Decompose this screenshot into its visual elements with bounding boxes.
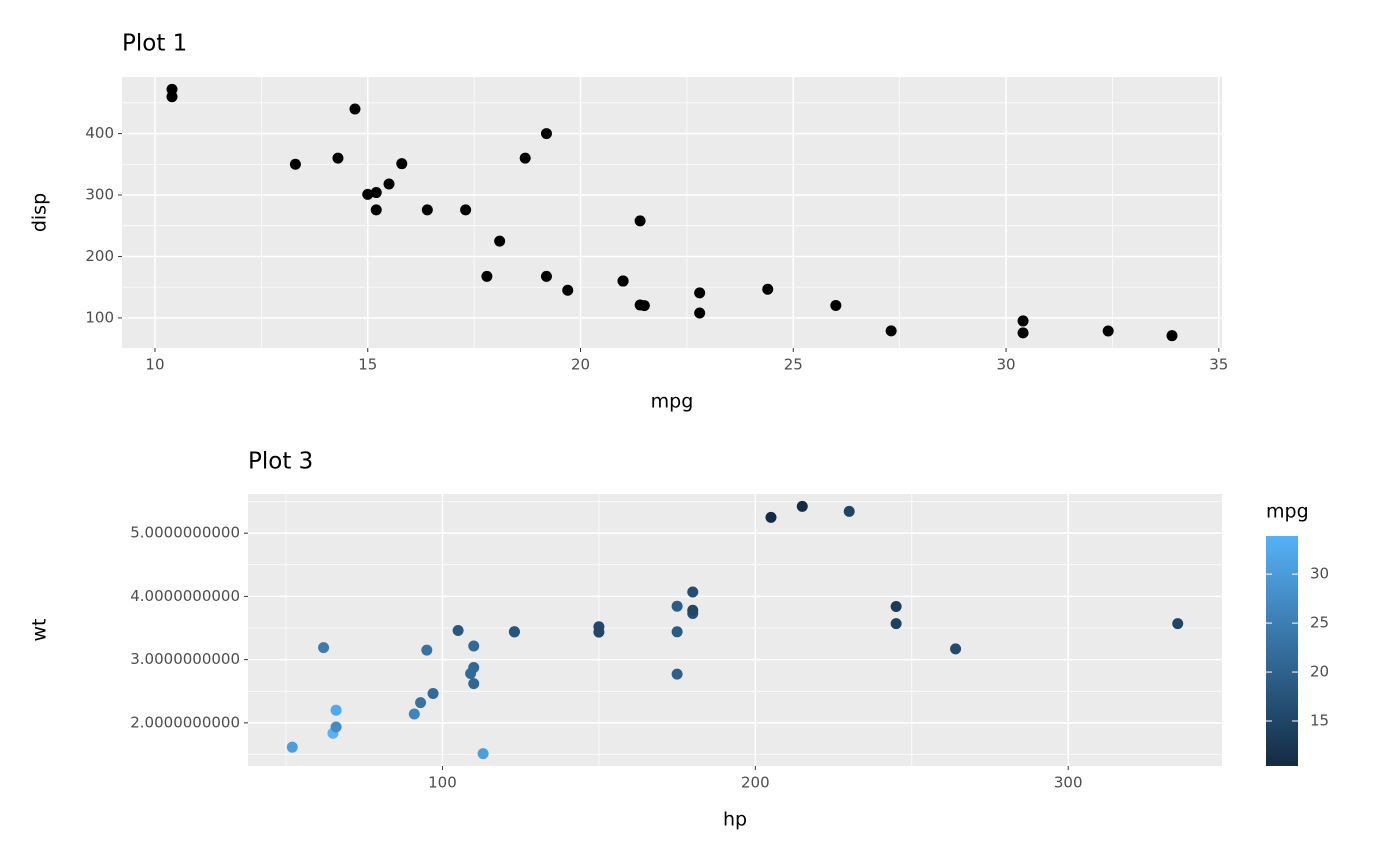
point [508,626,520,638]
panel-background [248,494,1222,766]
point [1017,315,1029,327]
y-tick-label: 4.0000000000 [130,587,240,605]
point [843,505,855,517]
x-tick-label: 200 [741,774,770,792]
y-tick-label: 200 [85,247,114,265]
point [349,103,361,115]
point [370,204,382,216]
point [950,643,962,655]
point [762,283,774,295]
point [362,188,374,200]
colorbar-tick-label: 20 [1310,663,1329,681]
point [286,741,298,753]
y-tick-label: 400 [85,124,114,142]
point [617,275,629,287]
x-tick-label: 35 [1209,356,1228,374]
point [540,128,552,140]
point [465,668,477,680]
point [687,586,699,598]
x-tick-label: 30 [996,356,1015,374]
point [477,748,489,760]
point [634,215,646,227]
point [408,708,420,720]
point [318,642,330,654]
y-tick-label: 3.0000000000 [130,650,240,668]
point [671,626,683,638]
point [540,270,552,282]
point [468,678,480,690]
x-axis-title: hp [723,809,747,831]
y-tick-label: 300 [85,186,114,204]
point [332,152,344,164]
y-axis-title: wt [29,619,51,642]
point [330,721,342,733]
point [421,644,433,656]
point [694,287,706,299]
y-tick-label: 5.0000000000 [130,524,240,542]
x-tick-label: 300 [1054,774,1083,792]
colorbar-tick-label: 25 [1310,614,1329,632]
point [765,511,777,523]
point [1166,330,1178,342]
point [370,187,382,199]
point [687,604,699,616]
point [452,625,464,637]
point [166,91,178,103]
colorbar-tick-label: 30 [1310,565,1329,583]
point [796,500,808,512]
point [330,704,342,716]
y-tick-label: 100 [85,308,114,326]
y-axis-title: disp [29,193,51,232]
point [1172,618,1184,630]
point [671,668,683,680]
point [885,325,897,337]
point [289,158,301,170]
plot-title: Plot 1 [122,31,187,57]
y-tick-label: 2.0000000000 [130,713,240,731]
point [396,158,408,170]
point [427,687,439,699]
point [519,152,531,164]
point [890,618,902,630]
point [694,307,706,319]
x-tick-label: 25 [784,356,803,374]
point [468,640,480,652]
colorbar-tick-label: 15 [1310,711,1329,729]
x-tick-label: 20 [571,356,590,374]
point [415,697,427,709]
point [494,235,506,247]
point [383,178,395,190]
x-tick-label: 15 [358,356,377,374]
point [481,270,493,282]
point [671,600,683,612]
point [890,601,902,613]
legend-title: mpg [1266,501,1309,523]
point [634,299,646,311]
point [830,299,842,311]
plot-title: Plot 3 [248,449,313,475]
panel-background [122,77,1222,348]
x-axis-title: mpg [651,391,694,413]
point [593,626,605,638]
colorbar [1266,536,1298,766]
x-tick-label: 10 [145,356,164,374]
point [562,284,574,296]
x-tick-label: 100 [428,774,457,792]
point [460,204,472,216]
point [421,204,433,216]
point [1102,325,1114,337]
point [1017,327,1029,339]
